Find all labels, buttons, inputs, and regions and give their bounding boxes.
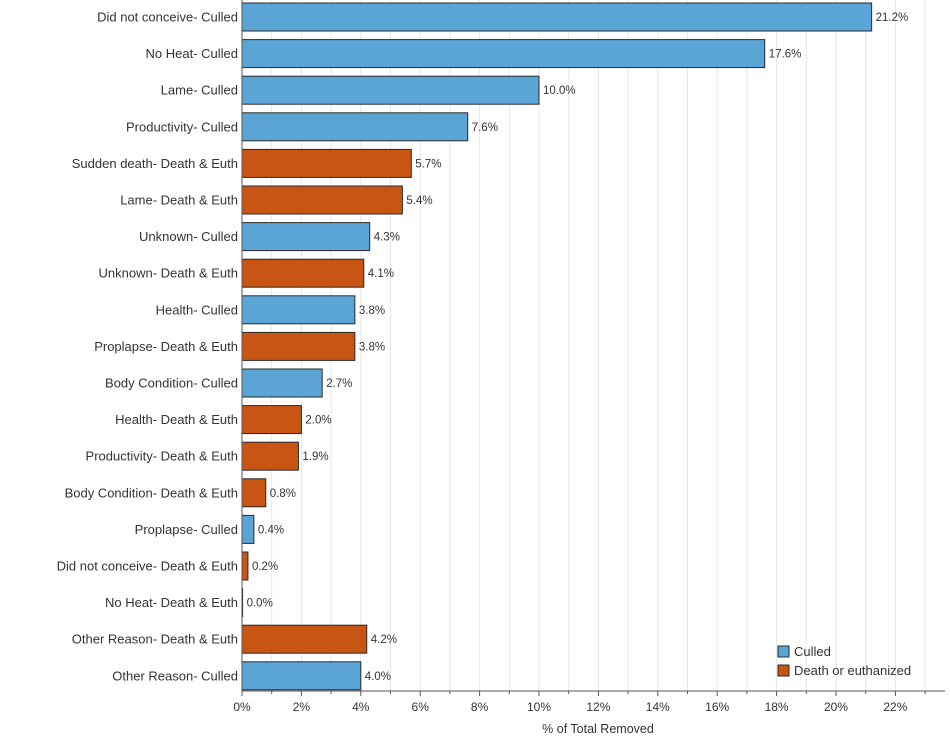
x-tick-label: 18% bbox=[765, 700, 789, 714]
x-tick-label: 10% bbox=[527, 700, 551, 714]
x-tick-label: 8% bbox=[471, 700, 489, 714]
data-label: 2.0% bbox=[305, 415, 331, 427]
category-label: Other Reason- Culled bbox=[112, 668, 238, 683]
bar bbox=[241, 478, 267, 508]
data-label: 4.0% bbox=[365, 671, 391, 683]
bar bbox=[241, 222, 371, 252]
x-tick-label: 4% bbox=[352, 700, 370, 714]
category-label: Unknown- Culled bbox=[139, 229, 238, 244]
data-label: 0.4% bbox=[258, 524, 284, 536]
category-label: Health- Culled bbox=[156, 302, 238, 317]
category-label: Body Condition- Death & Euth bbox=[65, 485, 238, 500]
category-label: No Heat- Culled bbox=[146, 46, 239, 61]
category-label: Did not conceive- Culled bbox=[97, 10, 238, 25]
category-label: Productivity- Culled bbox=[126, 119, 238, 134]
x-tick-label: 16% bbox=[705, 700, 729, 714]
category-label: Productivity- Death & Euth bbox=[86, 449, 238, 464]
bar bbox=[241, 551, 249, 581]
bars: Did not conceive- Culled 21.2% No Heat- Cu… bbox=[57, 2, 909, 691]
x-tick-label: 22% bbox=[883, 700, 907, 714]
data-label: 0.0% bbox=[247, 598, 273, 610]
bar bbox=[241, 75, 540, 105]
category-label: Other Reason- Death & Euth bbox=[72, 632, 238, 647]
category-label: Health- Death & Euth bbox=[115, 412, 238, 427]
category-label: Did not conceive- Death & Euth bbox=[57, 559, 238, 574]
x-tick-label: 14% bbox=[646, 700, 670, 714]
bar bbox=[241, 624, 368, 654]
axes bbox=[241, 0, 945, 694]
category-label: No Heat- Death & Euth bbox=[105, 595, 238, 610]
data-label: 21.2% bbox=[876, 12, 909, 24]
x-tick-label: 12% bbox=[586, 700, 610, 714]
data-label: 3.8% bbox=[359, 305, 385, 317]
bar bbox=[241, 148, 412, 178]
x-tick-label: 0% bbox=[233, 700, 251, 714]
category-label: Body Condition- Culled bbox=[105, 376, 238, 391]
data-label: 7.6% bbox=[472, 122, 498, 134]
bar bbox=[241, 514, 255, 544]
bar bbox=[241, 661, 362, 691]
legend[interactable]: Culled Death or euthanized bbox=[777, 644, 911, 678]
data-label: 5.4% bbox=[406, 195, 432, 207]
data-label: 0.2% bbox=[252, 561, 278, 573]
bar bbox=[241, 295, 356, 325]
bar bbox=[241, 331, 356, 361]
bar bbox=[241, 112, 469, 142]
data-label: 3.8% bbox=[359, 341, 385, 353]
bar bbox=[241, 368, 323, 398]
x-tick-label: 2% bbox=[293, 700, 311, 714]
x-tick-label: 20% bbox=[824, 700, 848, 714]
category-label: Sudden death- Death & Euth bbox=[72, 156, 238, 171]
data-label: 5.7% bbox=[415, 158, 441, 170]
bar bbox=[241, 258, 365, 288]
bar bbox=[241, 39, 766, 69]
data-label: 1.9% bbox=[302, 451, 328, 463]
data-label: 4.2% bbox=[371, 634, 397, 646]
x-axis-title: % of Total Removed bbox=[542, 722, 654, 736]
data-label: 17.6% bbox=[769, 49, 802, 61]
data-label: 0.8% bbox=[270, 488, 296, 500]
x-ticks: 0% 2% 4% 6% 8% 10% 12% 14% 16% 18% 20% 22% bbox=[233, 691, 926, 714]
bar bbox=[241, 185, 403, 215]
bar bbox=[241, 441, 299, 471]
x-tick-label: 6% bbox=[412, 700, 430, 714]
category-label: Proplapse- Death & Euth bbox=[94, 339, 238, 354]
bar bbox=[241, 2, 873, 32]
legend-swatch bbox=[777, 664, 790, 677]
legend-swatch bbox=[777, 645, 790, 658]
legend-label[interactable]: Culled bbox=[794, 644, 831, 659]
category-label: Proplapse- Culled bbox=[135, 522, 238, 537]
data-label: 4.1% bbox=[368, 268, 394, 280]
category-label: Lame- Death & Euth bbox=[120, 193, 238, 208]
data-label: 10.0% bbox=[543, 85, 576, 97]
bar bbox=[241, 405, 302, 435]
legend-label[interactable]: Death or euthanized bbox=[794, 663, 911, 678]
data-label: 2.7% bbox=[326, 378, 352, 390]
category-label: Lame- Culled bbox=[161, 83, 238, 98]
category-label: Unknown- Death & Euth bbox=[99, 266, 238, 281]
data-label: 4.3% bbox=[374, 232, 400, 244]
